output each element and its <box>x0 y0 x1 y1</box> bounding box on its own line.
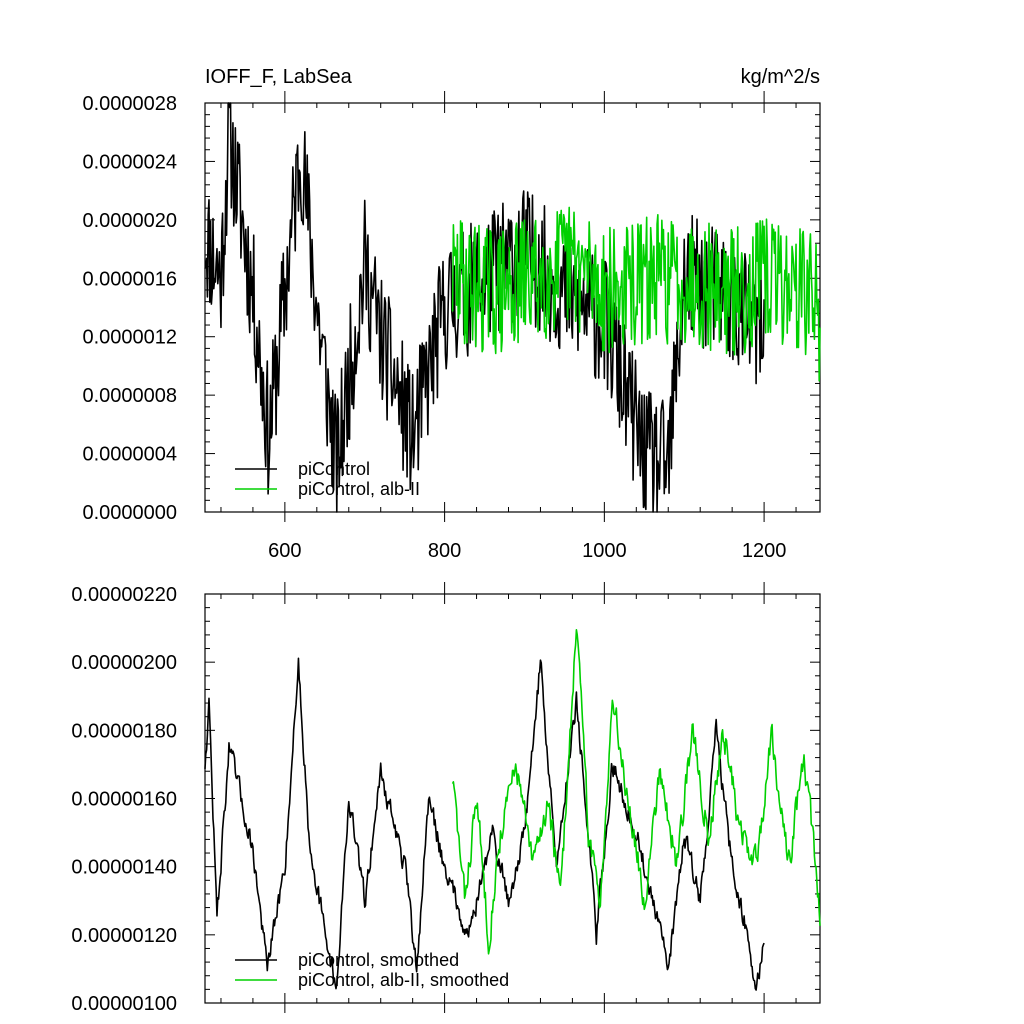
bottom-panel-frame <box>204 593 821 1004</box>
legend-label-picontrol-alb-ii-smoothed: piControl, alb-II, smoothed <box>298 970 509 990</box>
y-tick-label: 0.0000000 <box>82 502 177 524</box>
top-panel-tick-labels: 0.0000000 0.0000004 0.0000008 0.0000012 0.00… <box>82 93 786 562</box>
bottom-panel-series <box>204 628 821 991</box>
x-tick-label: 800 <box>428 540 461 562</box>
y-tick-label: 0.00000220 <box>71 584 177 606</box>
y-tick-label: 0.0000020 <box>82 210 177 232</box>
series-line-0 <box>204 657 765 991</box>
top-panel-series <box>204 102 821 513</box>
legend-label-picontrol-smoothed: piControl, smoothed <box>298 950 459 970</box>
y-tick-label: 0.00000200 <box>71 652 177 674</box>
legend-label-picontrol-alb-ii: piControl, alb-II <box>298 479 420 499</box>
top-panel-left-string: IOFF_F, LabSea <box>205 66 353 88</box>
y-tick-label: 0.00000140 <box>71 857 177 879</box>
y-tick-label: 0.0000024 <box>82 151 177 173</box>
bottom-panel-ticks <box>205 582 820 1013</box>
bottom-panel-tick-labels: 0.00000100 0.00000120 0.00000140 0.00000160… <box>71 584 177 1015</box>
y-tick-label: 0.0000004 <box>82 444 177 466</box>
y-tick-label: 0.0000008 <box>82 385 177 407</box>
x-tick-label: 1000 <box>582 540 627 562</box>
y-tick-label: 0.0000028 <box>82 93 177 115</box>
top-panel-right-string: kg/m^2/s <box>741 66 820 88</box>
series-line-1 <box>451 628 821 955</box>
top-panel-ticks <box>205 91 820 522</box>
y-tick-label: 0.00000180 <box>71 720 177 742</box>
top-panel-frame <box>204 102 821 513</box>
y-tick-label: 0.00000160 <box>71 789 177 811</box>
x-tick-label: 1200 <box>742 540 787 562</box>
bottom-panel: 0.00000100 0.00000120 0.00000140 0.00000160… <box>71 582 821 1015</box>
y-tick-label: 0.0000016 <box>82 268 177 290</box>
top-panel-legend: piControl piControl, alb-II <box>235 459 420 499</box>
y-tick-label: 0.00000120 <box>71 925 177 947</box>
x-tick-label: 600 <box>268 540 301 562</box>
y-tick-label: 0.00000100 <box>71 993 177 1015</box>
legend-label-picontrol: piControl <box>298 459 370 479</box>
y-tick-label: 0.0000012 <box>82 327 177 349</box>
series-line-1 <box>451 206 821 382</box>
bottom-panel-legend: piControl, smoothed piControl, alb-II, s… <box>235 950 509 990</box>
top-panel: IOFF_F, LabSea kg/m^2/s 0.00000000.00000… <box>82 66 821 562</box>
series-line-0 <box>204 102 765 513</box>
